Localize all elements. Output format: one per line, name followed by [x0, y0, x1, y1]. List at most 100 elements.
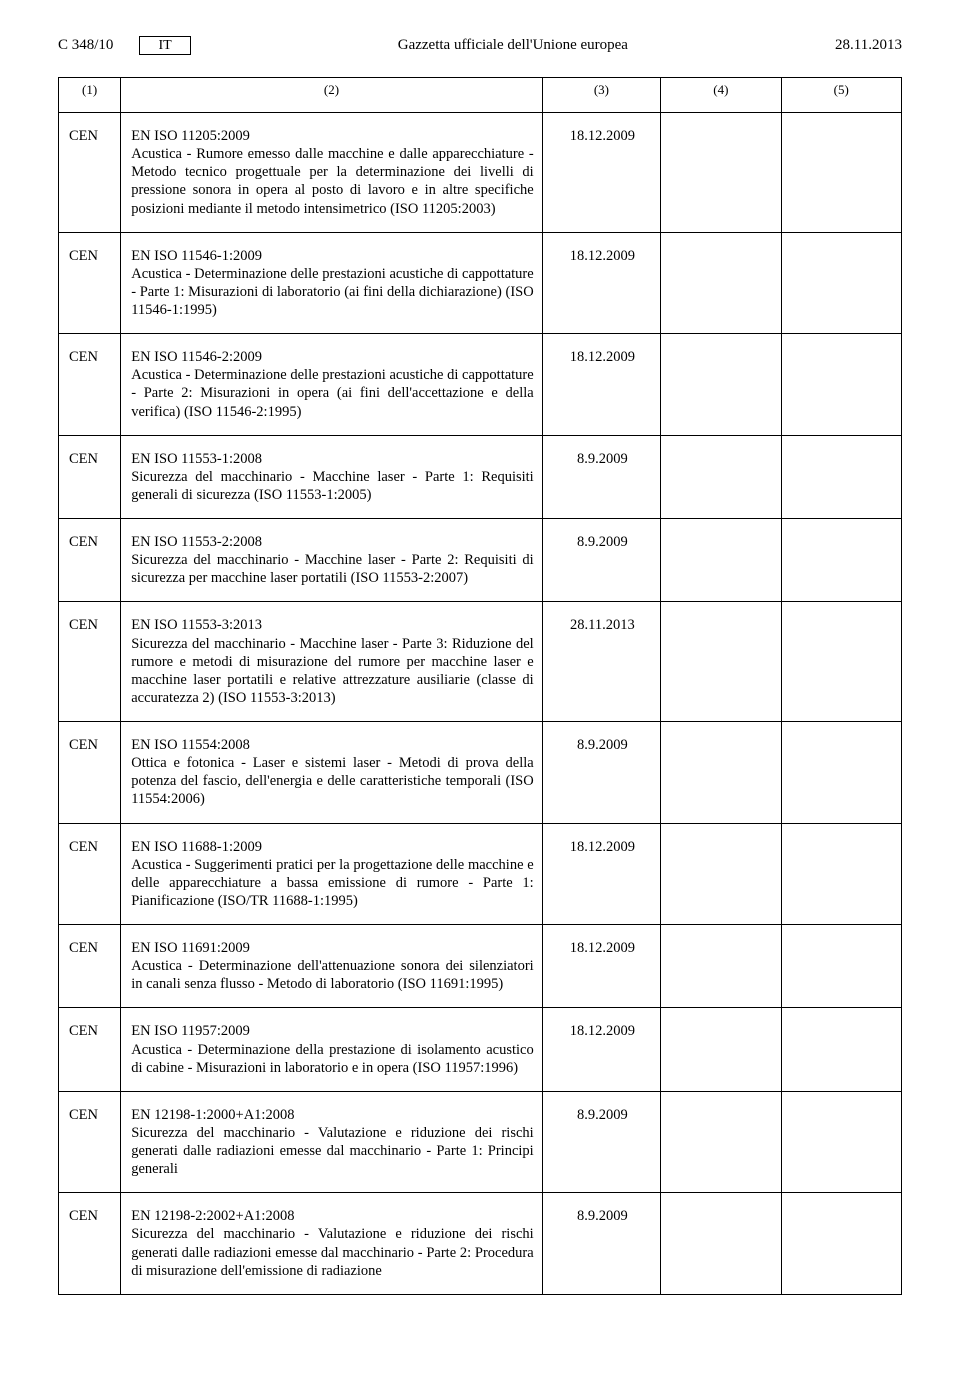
cell-org: CEN: [59, 602, 121, 722]
cell-standard: EN 12198-1:2000+A1:2008Sicurezza del mac…: [121, 1091, 542, 1193]
table-row: CENEN ISO 11205:2009Acustica - Rumore em…: [59, 113, 902, 233]
cell-col4: [661, 334, 781, 436]
table-row: CEN EN ISO 11546-1:2009Acustica - Determi…: [59, 232, 902, 334]
standard-title: EN ISO 11546-2:2009: [131, 348, 533, 366]
cell-org: CEN: [59, 435, 121, 518]
cell-org: CEN: [59, 334, 121, 436]
cell-org: CEN: [59, 113, 121, 233]
standard-description: Acustica - Determinazione delle prestazi…: [131, 265, 533, 319]
cell-col4: [661, 435, 781, 518]
standard-description: Acustica - Determinazione dell'attenuazi…: [131, 957, 533, 993]
cell-col5: [781, 519, 901, 602]
table-row: CENEN ISO 11691:2009Acustica - Determina…: [59, 925, 902, 1008]
table-row: CENEN ISO 11554:2008Ottica e fotonica - …: [59, 722, 902, 824]
cell-col5: [781, 113, 901, 233]
cell-date: 8.9.2009: [542, 722, 660, 824]
standard-title: EN ISO 11553-2:2008: [131, 533, 533, 551]
table-row: CENEN 12198-1:2000+A1:2008Sicurezza del …: [59, 1091, 902, 1193]
standard-description: Acustica - Determinazione della prestazi…: [131, 1041, 533, 1077]
cell-col4: [661, 602, 781, 722]
language-box: IT: [139, 36, 190, 55]
cell-standard: EN ISO 11553-1:2008Sicurezza del macchin…: [121, 435, 542, 518]
cell-standard: EN ISO 11957:2009Acustica - Determinazio…: [121, 1008, 542, 1091]
cell-standard: EN ISO 11546-2:2009Acustica - Determinaz…: [121, 334, 542, 436]
standard-title: EN ISO 11546-1:2009: [131, 247, 533, 265]
cell-col5: [781, 722, 901, 824]
table-row: CEN EN ISO 11553-2:2008Sicurezza del macc…: [59, 519, 902, 602]
cell-org: CEN: [59, 722, 121, 824]
cell-date: 8.9.2009: [542, 1193, 660, 1295]
table-row: CENEN ISO 11546-2:2009Acustica - Determi…: [59, 334, 902, 436]
page-reference: C 348/10: [58, 37, 113, 54]
cell-date: 18.12.2009: [542, 232, 660, 334]
cell-standard: EN 12198-2:2002+A1:2008Sicurezza del mac…: [121, 1193, 542, 1295]
standard-description: Sicurezza del macchinario - Valutazione …: [131, 1124, 533, 1178]
cell-col5: [781, 232, 901, 334]
cell-org: CEN: [59, 1091, 121, 1193]
standard-description: Sicurezza del macchinario - Macchine las…: [131, 551, 533, 587]
table-row: CENEN ISO 11553-1:2008Sicurezza del macc…: [59, 435, 902, 518]
cell-date: 18.12.2009: [542, 1008, 660, 1091]
col-header-1: (1): [59, 78, 121, 113]
cell-col4: [661, 1008, 781, 1091]
standard-title: EN 12198-2:2002+A1:2008: [131, 1207, 533, 1225]
standard-description: Sicurezza del macchinario - Macchine las…: [131, 468, 533, 504]
cell-col4: [661, 519, 781, 602]
cell-col4: [661, 1091, 781, 1193]
standard-description: Sicurezza del macchinario - Valutazione …: [131, 1225, 533, 1279]
table-row: CENEN 12198-2:2002+A1:2008Sicurezza del …: [59, 1193, 902, 1295]
cell-org: CEN: [59, 232, 121, 334]
table-row: CENEN ISO 11688-1:2009Acustica - Suggeri…: [59, 823, 902, 925]
header-date: 28.11.2013: [835, 37, 902, 54]
cell-date: 18.12.2009: [542, 925, 660, 1008]
cell-org: CEN: [59, 519, 121, 602]
standard-description: Ottica e fotonica - Laser e sistemi lase…: [131, 754, 533, 808]
cell-col5: [781, 334, 901, 436]
standard-title: EN ISO 11691:2009: [131, 939, 533, 957]
cell-standard: EN ISO 11554:2008Ottica e fotonica - Las…: [121, 722, 542, 824]
cell-org: CEN: [59, 1008, 121, 1091]
standards-table: (1) (2) (3) (4) (5) CENEN ISO 11205:2009…: [58, 77, 902, 1295]
cell-date: 8.9.2009: [542, 435, 660, 518]
header-left: C 348/10 IT: [58, 36, 191, 55]
cell-standard: EN ISO 11691:2009Acustica - Determinazio…: [121, 925, 542, 1008]
col-header-5: (5): [781, 78, 901, 113]
cell-standard: EN ISO 11688-1:2009Acustica - Suggerimen…: [121, 823, 542, 925]
cell-date: 18.12.2009: [542, 334, 660, 436]
cell-col4: [661, 1193, 781, 1295]
col-header-2: (2): [121, 78, 542, 113]
cell-date: 28.11.2013: [542, 602, 660, 722]
table-body: CENEN ISO 11205:2009Acustica - Rumore em…: [59, 113, 902, 1295]
standard-description: Sicurezza del macchinario - Macchine las…: [131, 635, 533, 708]
cell-col5: [781, 823, 901, 925]
standard-title: EN ISO 11688-1:2009: [131, 838, 533, 856]
table-row: CENEN ISO 11957:2009Acustica - Determina…: [59, 1008, 902, 1091]
cell-col4: [661, 925, 781, 1008]
cell-org: CEN: [59, 925, 121, 1008]
cell-org: CEN: [59, 823, 121, 925]
standard-title: EN ISO 11205:2009: [131, 127, 533, 145]
cell-col4: [661, 232, 781, 334]
standard-title: EN ISO 11553-1:2008: [131, 450, 533, 468]
page-header: C 348/10 IT Gazzetta ufficiale dell'Unio…: [58, 36, 902, 55]
journal-title: Gazzetta ufficiale dell'Unione europea: [191, 37, 835, 54]
cell-col5: [781, 1008, 901, 1091]
table-header-row: (1) (2) (3) (4) (5): [59, 78, 902, 113]
cell-date: 18.12.2009: [542, 113, 660, 233]
standard-description: Acustica - Determinazione delle prestazi…: [131, 366, 533, 420]
standard-title: EN 12198-1:2000+A1:2008: [131, 1106, 533, 1124]
cell-col5: [781, 1091, 901, 1193]
cell-col5: [781, 435, 901, 518]
page: C 348/10 IT Gazzetta ufficiale dell'Unio…: [0, 0, 960, 1335]
cell-col4: [661, 823, 781, 925]
cell-standard: EN ISO 11205:2009Acustica - Rumore emess…: [121, 113, 542, 233]
standard-title: EN ISO 11957:2009: [131, 1022, 533, 1040]
col-header-3: (3): [542, 78, 660, 113]
cell-standard: EN ISO 11553-3:2013Sicurezza del macchin…: [121, 602, 542, 722]
cell-date: 8.9.2009: [542, 1091, 660, 1193]
cell-date: 8.9.2009: [542, 519, 660, 602]
cell-col5: [781, 1193, 901, 1295]
col-header-4: (4): [661, 78, 781, 113]
cell-col4: [661, 113, 781, 233]
cell-date: 18.12.2009: [542, 823, 660, 925]
